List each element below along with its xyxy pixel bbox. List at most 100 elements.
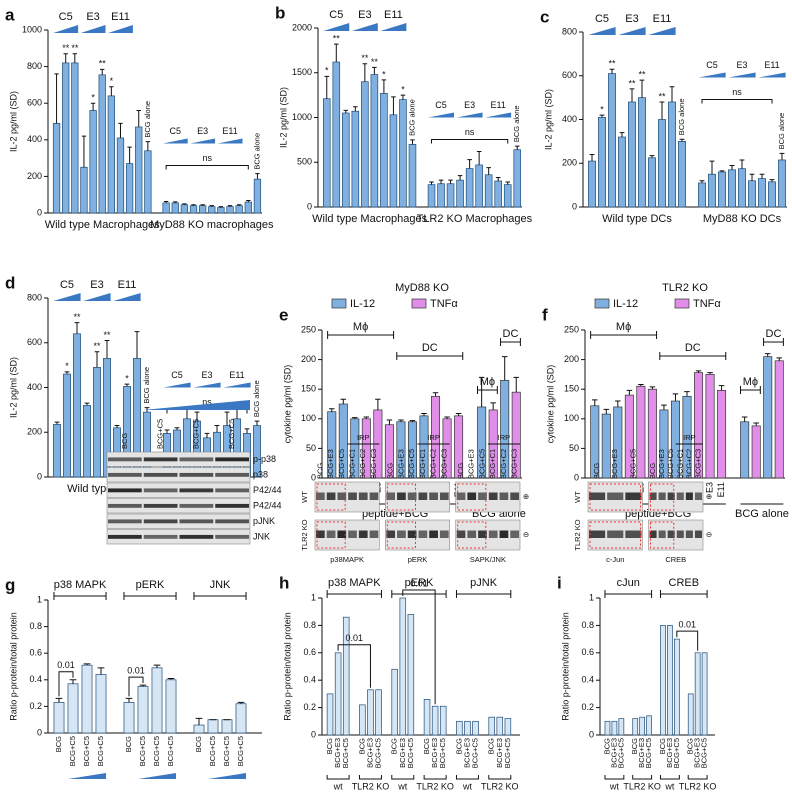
y-tick-label: 400 — [27, 382, 42, 392]
error-bar — [695, 370, 702, 373]
error-bar — [709, 160, 715, 175]
y-tick-label: 50 — [306, 443, 316, 453]
blot-band — [694, 492, 702, 500]
blot-band — [649, 530, 657, 538]
error-bar — [224, 411, 230, 426]
sign-label: ⊕ — [523, 492, 529, 501]
panel-letter: c — [540, 7, 549, 26]
panel-letter: e — [279, 305, 288, 324]
dose-label: E3 — [197, 126, 208, 136]
blot-band — [478, 530, 487, 538]
error-bar — [769, 179, 775, 182]
dose-label: C5 — [595, 13, 609, 25]
dose-wedge — [193, 382, 221, 388]
dose-wedge — [162, 138, 188, 144]
error-bar — [194, 411, 200, 422]
blot-band — [456, 530, 466, 538]
lane-label: BCG — [592, 463, 601, 479]
blot-panel — [106, 513, 251, 529]
annotation: 0.01 — [410, 578, 428, 588]
x-tick-label: BCG — [630, 738, 639, 754]
error-bar — [118, 122, 123, 138]
group-title: CREB — [669, 577, 700, 589]
x-tick-label: BCG+E3 — [462, 738, 471, 768]
bar — [199, 205, 207, 214]
protein-label: p38MAPK — [330, 555, 364, 564]
error-bar — [63, 53, 68, 63]
y-tick-label: 0.6 — [581, 647, 594, 657]
y-tick-label: 50 — [569, 443, 579, 453]
bar — [738, 168, 746, 208]
dose-wedge — [83, 293, 111, 301]
dose-label: E3 — [736, 60, 747, 70]
bar — [638, 97, 646, 208]
error-bar — [164, 429, 170, 434]
bar — [408, 144, 417, 208]
blot-band — [667, 530, 675, 538]
bar — [81, 664, 93, 734]
irp-label: IRP — [498, 433, 511, 442]
dose-label: C5 — [171, 370, 183, 380]
blot-band — [143, 488, 178, 493]
bar — [465, 168, 474, 208]
row-label: WT — [573, 491, 582, 503]
row-label: TLR2 KO — [300, 519, 309, 550]
x-tick-label: E3 — [704, 482, 714, 493]
bar — [718, 171, 726, 208]
error-bar — [104, 340, 110, 359]
y-axis-label: Ratio p-protein/total protein — [8, 612, 18, 721]
dose-label: E11 — [384, 9, 403, 21]
bar — [332, 61, 341, 208]
error-bar — [707, 372, 713, 375]
error-bar — [145, 141, 151, 151]
y-tick-label: 0 — [311, 472, 316, 482]
bar — [63, 373, 71, 478]
bar — [668, 101, 676, 208]
error-bar — [324, 75, 330, 99]
bar — [660, 625, 666, 736]
subgroup-label: TLR2 KO — [623, 781, 661, 791]
error-bar — [486, 167, 491, 175]
error-bar — [218, 206, 224, 208]
y-tick-label: 200 — [301, 354, 316, 364]
y-tick-label: 1 — [589, 592, 594, 602]
x-tick-label: BCG+E3 — [693, 738, 702, 768]
blot-band — [386, 530, 396, 538]
bar — [180, 204, 189, 214]
error-bar — [764, 353, 771, 357]
blot-band — [358, 530, 368, 538]
bcg-label: BCG alone — [677, 99, 686, 136]
error-bar — [204, 432, 210, 438]
bar — [774, 360, 784, 479]
error-bar — [124, 383, 130, 387]
error-bar — [167, 677, 175, 680]
blot-band — [179, 534, 214, 539]
blot-band — [418, 530, 428, 538]
bracket — [763, 338, 784, 346]
x-tick-label: BCG+E3 — [365, 738, 374, 768]
bracket-label: DC — [422, 342, 438, 354]
bracket — [632, 775, 653, 780]
blot-band — [326, 530, 336, 538]
blot-band — [625, 530, 642, 538]
blot-band — [658, 530, 666, 538]
bcg-label: BCG alone — [142, 367, 151, 404]
bracket-label: Mϕ — [353, 321, 368, 333]
error-bar — [432, 392, 439, 397]
error-bar — [200, 204, 205, 206]
group-title: p38 MAPK — [54, 579, 107, 591]
y-axis-label: IL-2 pg/ml (SD) — [543, 89, 553, 150]
blot-band — [607, 492, 624, 500]
y-tick-label: 0 — [307, 201, 312, 211]
error-bar — [375, 398, 381, 410]
y-axis-label: IL-2 pg/ml (SD) — [8, 357, 18, 418]
error-bar — [776, 357, 783, 361]
blot-band — [397, 492, 406, 500]
dose-label: E11 — [111, 11, 130, 23]
bar — [80, 166, 88, 214]
y-tick-label: 0 — [574, 472, 579, 482]
bracket-label: DC — [685, 342, 701, 354]
dose-label: E3 — [625, 13, 638, 25]
blot-band — [348, 530, 357, 538]
error-bar — [649, 386, 656, 390]
